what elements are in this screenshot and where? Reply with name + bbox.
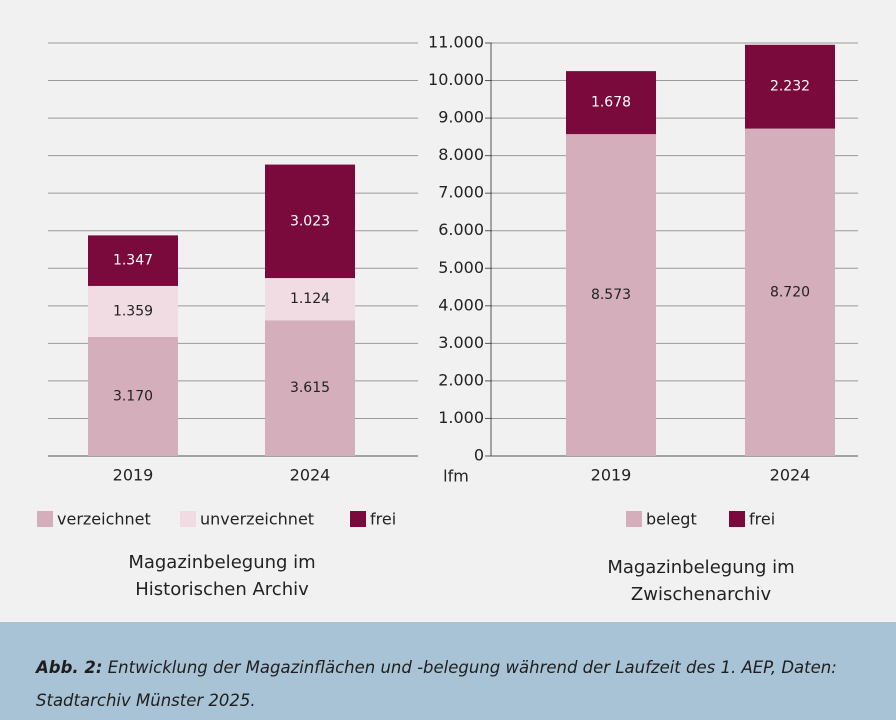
legend-label: unverzeichnet (200, 510, 314, 529)
value-label: 1.678 (591, 95, 631, 111)
chart-title: Magazinbelegung im Historischen Archiv (128, 552, 316, 600)
x-tick-label: 2024 (290, 466, 331, 485)
y-tick-label: 4.000 (438, 295, 484, 314)
value-label: 8.720 (770, 284, 810, 300)
y-tick-label: 0 (474, 446, 484, 465)
legend-label: frei (370, 510, 396, 529)
y-tick-label: 7.000 (438, 183, 484, 202)
value-label: 3.615 (290, 380, 330, 396)
bar-segment (88, 336, 178, 456)
legend-swatch (180, 511, 196, 527)
y-tick-label: 10.000 (428, 70, 484, 89)
bar-segment (265, 164, 355, 279)
y-tick-label: 11.000 (428, 33, 484, 52)
y-tick-label: 8.000 (438, 145, 484, 164)
y-axis-label: lfm (443, 467, 469, 486)
value-label: 3.023 (290, 213, 330, 229)
bar-segment (88, 285, 178, 337)
legend-swatch (37, 511, 53, 527)
bar-segment (566, 134, 656, 457)
x-tick-label: 2019 (113, 466, 154, 485)
y-tick-label: 2.000 (438, 370, 484, 389)
bar-segment (88, 235, 178, 286)
legend-label: belegt (646, 510, 697, 529)
legend-label: verzeichnet (57, 510, 151, 529)
legend-swatch (626, 511, 642, 527)
bar-segment (265, 320, 355, 456)
legend-label: frei (749, 510, 775, 529)
value-label: 1.124 (290, 291, 330, 307)
value-label: 8.573 (591, 287, 631, 303)
bar-segment (745, 128, 835, 456)
caption-box: Abb. 2: Entwicklung der Magazinflächen u… (0, 622, 896, 720)
chart: 0 1.000 2.000 3.000 4.000 5.000 6.000 7.000 8.00… (37, 33, 858, 529)
y-tick-label: 3.000 (438, 333, 484, 352)
caption-text: Entwicklung der Magazinflächen und -bele… (36, 658, 837, 710)
value-label: 1.347 (113, 253, 153, 269)
y-tick-label: 1.000 (438, 408, 484, 427)
caption-label: Abb. 2: (36, 658, 103, 677)
legend-swatch (729, 511, 745, 527)
x-tick-label: 2024 (770, 466, 811, 485)
legend-swatch (350, 511, 366, 527)
bar-segment (745, 44, 835, 129)
value-label: 2.232 (770, 79, 810, 95)
chart-title: Magazinbelegung im Zwischenarchiv (607, 557, 795, 605)
bar-segment (265, 278, 355, 321)
bar-segment (566, 71, 656, 135)
x-tick-label: 2019 (591, 466, 632, 485)
y-tick-label: 9.000 (438, 108, 484, 127)
value-label: 1.359 (113, 303, 153, 319)
value-label: 3.170 (113, 388, 153, 404)
y-tick-label: 5.000 (438, 258, 484, 277)
y-tick-label: 6.000 (438, 220, 484, 239)
caption: Abb. 2: Entwicklung der Magazinflächen u… (36, 651, 888, 717)
